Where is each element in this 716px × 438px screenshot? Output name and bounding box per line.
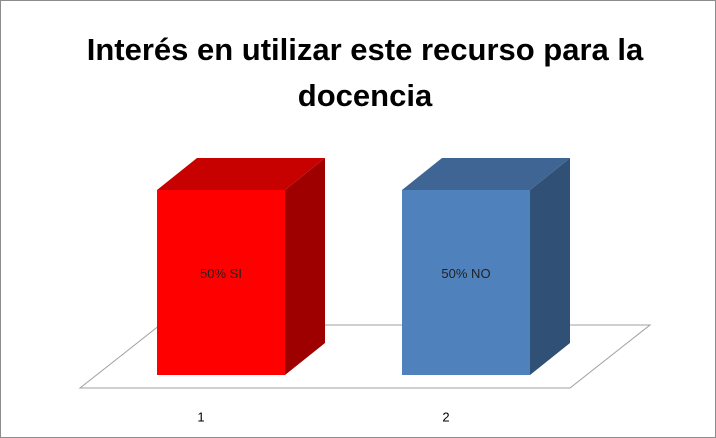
bar [157,190,285,375]
bar-side [530,158,570,375]
chart-title: Interés en utilizar este recurso para la [87,32,644,67]
x-tick-label: 2 [442,409,449,424]
bar-top [157,158,325,190]
bar [402,190,530,375]
data-label: 50% NO [441,266,490,281]
chart-title: docencia [298,78,433,113]
bar-top [402,158,570,190]
data-label: 50% SI [200,266,242,281]
bar-side [285,158,325,375]
x-tick-label: 1 [197,409,204,424]
